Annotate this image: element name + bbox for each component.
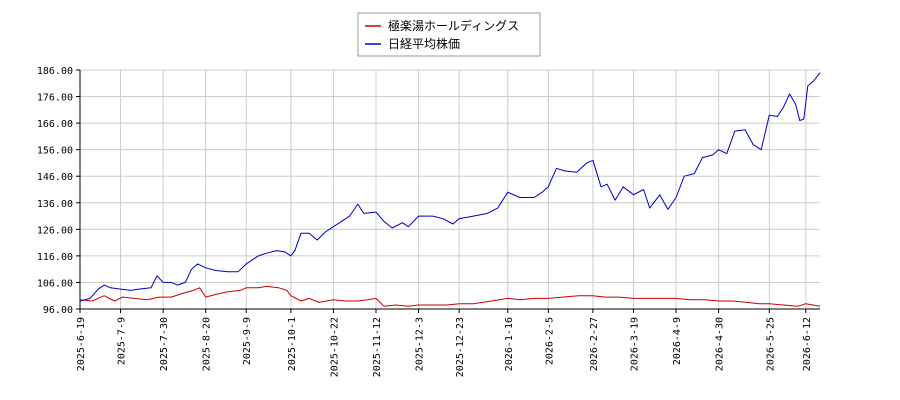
grid [79,69,820,310]
x-tick-label: 2026-2-5 [544,317,555,365]
legend-box [357,12,541,57]
x-tick-label: 2025-10-1 [287,317,298,371]
x-tick-label: 2026-1-16 [504,317,515,371]
legend-label-0: 極楽湯ホールディングス [388,18,519,33]
y-tick-label: 136.00 [37,199,73,210]
x-tick-label: 2026-5-25 [765,317,776,371]
y-tick-label: 166.00 [37,119,73,130]
legend: 極楽湯ホールディングス 日経平均株価 [357,12,541,57]
x-tick-label: 2025-7-30 [159,317,170,371]
axes: 96.00 106.00 116.00 126.00 136.00 146.00 156.0… [37,66,820,377]
y-tick-label: 146.00 [37,172,73,183]
y-tick-label: 176.00 [37,93,73,104]
x-tick-label: 2025-10-22 [329,317,340,377]
x-tick-label: 2025-7-9 [117,317,128,365]
x-tick-label: 2025-8-20 [202,317,213,371]
x-tick-label: 2025-12-23 [455,317,466,377]
series-line-0 [79,285,821,307]
x-tick-label: 2025-11-12 [372,317,383,377]
y-tick-label: 106.00 [37,278,73,289]
y-tick-label: 186.00 [37,66,73,77]
y-tick-label: 116.00 [37,252,73,263]
x-tick-label: 2026-2-27 [589,317,600,371]
y-tick-label: 126.00 [37,225,73,236]
series-line-1 [79,72,821,302]
x-tick-label: 2026-4-9 [672,317,683,365]
x-tick-label: 2025-12-3 [415,317,426,371]
legend-label-1: 日経平均株価 [388,36,460,51]
x-tick-label: 2026-3-19 [629,317,640,371]
x-tick-label: 2026-6-12 [802,317,813,371]
y-tick-label: 156.00 [37,146,73,157]
x-tick-label: 2026-4-30 [715,317,726,371]
x-tick-label: 2025-6-19 [76,317,87,371]
x-tick-label: 2025-9-9 [242,317,253,365]
y-tick-label: 96.00 [43,305,73,316]
series-lines [79,72,821,307]
